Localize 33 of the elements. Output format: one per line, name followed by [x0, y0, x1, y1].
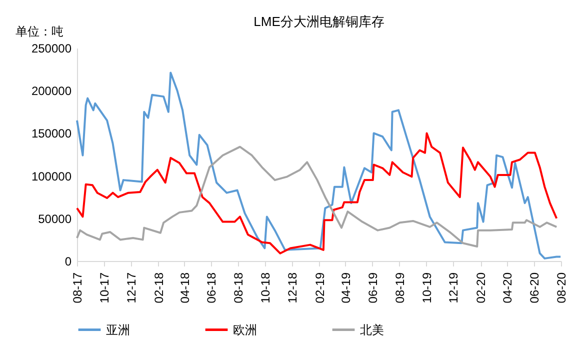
y-axis-title: 单位：吨 [16, 24, 64, 38]
x-tick-label: 08-17 [70, 272, 84, 304]
y-tick-label: 150000 [31, 126, 72, 141]
x-tick-label: 06-18 [204, 272, 219, 304]
x-tick-label: 02-19 [312, 272, 327, 304]
y-tick-label: 0 [64, 254, 72, 268]
x-tick-label: 02-20 [474, 272, 488, 304]
x-tick-label: 10-17 [97, 272, 112, 304]
x-tick-label: 08-20 [554, 272, 568, 304]
x-tick-label: 08-18 [232, 272, 246, 304]
line-series [76, 132, 558, 254]
y-tick-label: 100000 [31, 169, 72, 184]
legend-label: 亚洲 [106, 322, 130, 337]
legend-label: 北美 [360, 322, 384, 337]
x-tick-label: 10-18 [258, 272, 273, 304]
x-tick-label: 12-18 [286, 272, 300, 304]
line-series [76, 146, 558, 248]
y-tick-label: 250000 [31, 42, 72, 56]
x-tick-label: 04-19 [338, 272, 353, 304]
y-tick-label: 50000 [38, 212, 72, 226]
chart-title: LME分大洲电解铜库存 [254, 14, 384, 29]
x-tick-label: 08-19 [392, 272, 407, 304]
x-tick-label: 04-18 [178, 272, 192, 304]
x-tick-label: 06-19 [366, 272, 380, 304]
x-tick-label: 06-20 [528, 272, 542, 304]
y-tick-label: 200000 [31, 84, 72, 98]
x-tick-label: 04-20 [500, 272, 515, 304]
x-tick-label: 02-18 [152, 272, 166, 304]
legend-label: 欧洲 [233, 322, 257, 337]
x-tick-label: 12-17 [124, 272, 138, 304]
line-series [76, 72, 562, 260]
x-tick-label: 12-19 [446, 272, 461, 304]
x-tick-label: 10-19 [420, 272, 434, 304]
